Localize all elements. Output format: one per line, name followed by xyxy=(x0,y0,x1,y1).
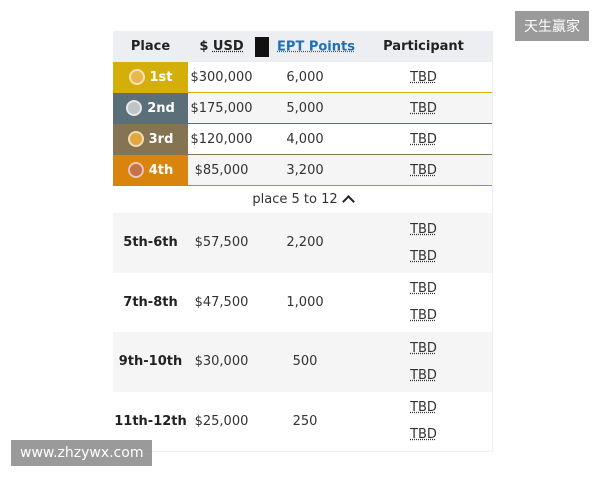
place-label: 1st xyxy=(149,69,173,85)
medal-icon xyxy=(128,69,145,85)
ept-cell: 5,000 xyxy=(286,100,324,116)
place-cell: 5th-6th xyxy=(123,235,178,251)
place-cell: 9th-10th xyxy=(118,354,183,370)
table-row: 9th-10th $30,000 500 TBD TBD xyxy=(113,332,492,392)
payout-table: Place $ USD EPT Points Participant 1st $… xyxy=(113,31,493,452)
ept-cell: 3,200 xyxy=(286,162,324,178)
participant-tbd[interactable]: TBD xyxy=(410,367,437,383)
header-usd: $ USD xyxy=(188,39,255,54)
header-participant: Participant xyxy=(383,39,464,54)
table-header: Place $ USD EPT Points Participant xyxy=(113,31,492,62)
table-row: 3rd $120,000 4,000 TBD xyxy=(113,124,492,155)
ept-cell: 6,000 xyxy=(286,69,324,85)
toggle-label: place 5 to 12 xyxy=(252,192,338,207)
place-label: 4th xyxy=(148,162,174,178)
table-row: 1st $300,000 6,000 TBD xyxy=(113,62,492,93)
usd-cell: $300,000 xyxy=(190,69,253,85)
table-row: 2nd $175,000 5,000 TBD xyxy=(113,93,492,124)
participant-cell: TBD TBD xyxy=(355,281,492,323)
usd-cell: $175,000 xyxy=(190,100,253,116)
ept-card-icon xyxy=(255,36,270,57)
participant-tbd[interactable]: TBD xyxy=(410,308,437,324)
participant-cell: TBD TBD xyxy=(355,341,492,383)
table-row: 5th-6th $57,500 2,200 TBD TBD xyxy=(113,213,492,273)
place-cell: 11th-12th xyxy=(114,413,187,429)
participant-tbd[interactable]: TBD xyxy=(410,248,437,264)
table-row: 11th-12th $25,000 250 TBD TBD xyxy=(113,392,492,452)
usd-cell: $85,000 xyxy=(194,162,249,178)
place-cell: 4th xyxy=(113,155,188,185)
place-cell: 3rd xyxy=(113,124,188,154)
place-cell: 7th-8th xyxy=(123,294,178,310)
place-cell: 2nd xyxy=(113,93,188,123)
participant-tbd[interactable]: TBD xyxy=(410,100,437,116)
usd-cell: $30,000 xyxy=(194,354,249,370)
table-row: 4th $85,000 3,200 TBD xyxy=(113,155,492,186)
watermark-top: 天生赢家 xyxy=(515,11,589,41)
grouped-places: 5th-6th $57,500 2,200 TBD TBD 7th-8th $47,… xyxy=(113,213,492,451)
participant-tbd[interactable]: TBD xyxy=(410,221,437,237)
header-ept: EPT Points xyxy=(255,36,355,57)
participant-tbd[interactable]: TBD xyxy=(410,162,437,178)
medal-icon xyxy=(127,131,144,147)
ept-cell: 1,000 xyxy=(286,294,324,310)
medal-icon xyxy=(126,100,143,116)
usd-prefix: $ xyxy=(199,39,213,54)
usd-cell: $120,000 xyxy=(190,131,253,147)
usd-cell: $47,500 xyxy=(194,294,249,310)
participant-cell: TBD TBD xyxy=(355,400,492,442)
ept-cell: 2,200 xyxy=(286,235,324,251)
medal-icon xyxy=(127,162,144,178)
participant-cell: TBD xyxy=(355,163,492,178)
watermark-bottom: www.zhzywx.com xyxy=(11,440,153,466)
participant-cell: TBD xyxy=(355,101,492,116)
place-cell: 1st xyxy=(113,62,188,92)
place-5-to-12-toggle[interactable]: place 5 to 12 xyxy=(113,186,492,213)
usd-abbr: USD xyxy=(212,39,244,54)
ept-cell: 250 xyxy=(292,413,318,429)
participant-cell: TBD TBD xyxy=(355,222,492,264)
participant-tbd[interactable]: TBD xyxy=(410,69,437,85)
ept-cell: 500 xyxy=(292,354,318,370)
usd-cell: $25,000 xyxy=(194,413,249,429)
participant-tbd[interactable]: TBD xyxy=(410,340,437,356)
top-places: 1st $300,000 6,000 TBD 2nd $175,000 5,000… xyxy=(113,62,492,186)
place-label: 3rd xyxy=(148,131,174,147)
participant-tbd[interactable]: TBD xyxy=(410,427,437,443)
participant-tbd[interactable]: TBD xyxy=(410,400,437,416)
header-place: Place xyxy=(130,39,171,54)
participant-tbd[interactable]: TBD xyxy=(410,281,437,297)
participant-tbd[interactable]: TBD xyxy=(410,131,437,147)
usd-cell: $57,500 xyxy=(194,235,249,251)
chevron-up-icon xyxy=(341,195,355,208)
ept-cell: 4,000 xyxy=(286,131,324,147)
ept-points-link[interactable]: EPT Points xyxy=(277,39,355,54)
place-label: 2nd xyxy=(147,100,175,116)
table-row: 7th-8th $47,500 1,000 TBD TBD xyxy=(113,273,492,333)
participant-cell: TBD xyxy=(355,70,492,85)
participant-cell: TBD xyxy=(355,132,492,147)
